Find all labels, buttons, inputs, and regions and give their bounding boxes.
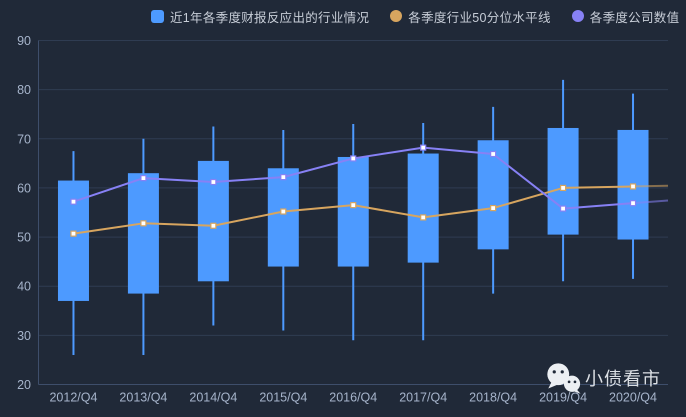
- legend-item-label: 近1年各季度财报反应出的行业情况: [170, 10, 370, 25]
- median-line-series-point[interactable]: [559, 184, 567, 192]
- candle-body[interactable]: [547, 127, 579, 235]
- wechat-icon: [547, 363, 581, 394]
- legend-marker-circle-icon: [390, 10, 403, 22]
- median-line-series-point[interactable]: [350, 202, 357, 209]
- y-tick-label: 20: [17, 378, 31, 392]
- company-line-series-point[interactable]: [70, 198, 77, 205]
- legend-item-median-line[interactable]: 各季度行业50分位水平线: [390, 7, 551, 26]
- median-line-series-point[interactable]: [280, 208, 287, 215]
- watermark: 小债看市: [544, 361, 661, 397]
- x-tick-label: 2019/Q4: [539, 391, 587, 405]
- candle-2016-q4[interactable]: [337, 124, 369, 341]
- company-line-series-point[interactable]: [350, 155, 357, 162]
- candle-body[interactable]: [127, 173, 159, 294]
- candle-2017-q4[interactable]: [407, 123, 439, 341]
- x-tick-label: 2012/Q4: [49, 391, 97, 405]
- candle-2013-q4[interactable]: [127, 138, 159, 356]
- company-line-series-point[interactable]: [140, 175, 147, 182]
- x-axis-labels: 2012/Q4 2013/Q4 2014/Q4 2015/Q4 2016/Q4 2017/…: [49, 391, 657, 405]
- candle-2019-q4[interactable]: [547, 79, 579, 282]
- y-tick-label: 40: [17, 280, 31, 294]
- y-tick-label: 60: [17, 181, 31, 195]
- legend-marker-circle-icon: [571, 10, 584, 22]
- company-line-series-point[interactable]: [490, 150, 497, 158]
- y-tick-label: 30: [17, 329, 31, 343]
- legend-item-candles[interactable]: 近1年各季度财报反应出的行业情况: [151, 7, 369, 26]
- candle-2015-q4[interactable]: [267, 129, 299, 331]
- y-tick-label: 50: [17, 231, 31, 245]
- x-tick-label: 2014/Q4: [189, 391, 237, 405]
- company-line-series-point[interactable]: [210, 178, 217, 186]
- median-line-series-point[interactable]: [420, 214, 427, 221]
- company-line-series-extension: [632, 199, 669, 205]
- y-tick-label: 70: [17, 132, 31, 146]
- candle-2012-q4[interactable]: [57, 151, 89, 356]
- median-line-series-point[interactable]: [70, 230, 77, 237]
- x-tick-label: 2018/Q4: [469, 391, 517, 405]
- y-axis-labels: 20 30 40 50 60 70 80 90: [17, 34, 31, 392]
- candlestick-series: [57, 79, 649, 356]
- legend-item-label: 各季度行业50分位水平线: [408, 10, 551, 25]
- median-line-series-point[interactable]: [490, 204, 497, 212]
- median-line-series-point[interactable]: [210, 222, 217, 229]
- x-tick-label: 2015/Q4: [259, 391, 307, 405]
- median-line-series-point[interactable]: [140, 220, 147, 227]
- company-line-series-point[interactable]: [559, 205, 567, 212]
- y-tick-label: 80: [17, 83, 31, 97]
- company-line-series-point[interactable]: [629, 200, 637, 207]
- legend-marker-square-icon: [151, 9, 164, 23]
- candle-body[interactable]: [407, 153, 439, 263]
- x-tick-label: 2013/Q4: [119, 391, 167, 405]
- y-tick-label: 90: [17, 34, 31, 48]
- candle-2018-q4[interactable]: [477, 106, 509, 294]
- company-line-series-point[interactable]: [280, 174, 287, 181]
- x-tick-label: 2017/Q4: [399, 391, 447, 405]
- legend-item-company-line[interactable]: 各季度公司数值: [571, 7, 680, 26]
- company-line-series: [70, 144, 669, 212]
- legend: 近1年各季度财报反应出的行业情况 各季度行业50分位水平线 各季度公司数值: [151, 7, 679, 25]
- legend-item-label: 各季度公司数值: [589, 10, 680, 25]
- candle-body[interactable]: [267, 168, 299, 267]
- median-line-series-point[interactable]: [629, 183, 637, 190]
- watermark-text: 小债看市: [585, 369, 661, 389]
- x-tick-label: 2020/Q4: [609, 391, 657, 405]
- median-line-series: [70, 183, 669, 237]
- candle-body[interactable]: [337, 156, 369, 267]
- company-line-series-point[interactable]: [420, 144, 427, 151]
- x-tick-label: 2016/Q4: [329, 391, 377, 405]
- median-line-series-extension: [633, 184, 669, 188]
- candle-body[interactable]: [477, 140, 509, 250]
